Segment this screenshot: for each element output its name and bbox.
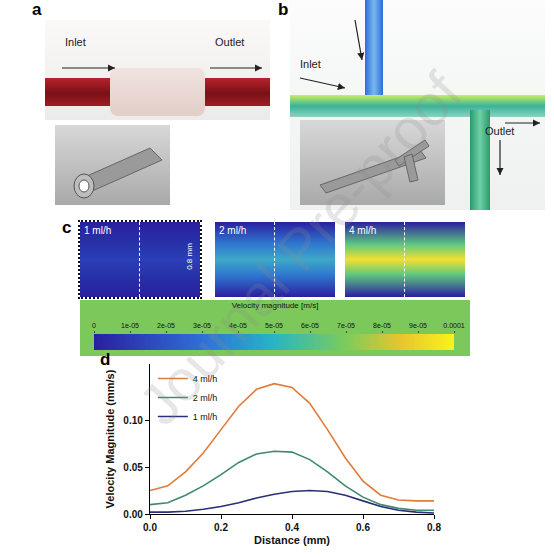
svg-text:1e-05: 1e-05 — [121, 322, 139, 329]
svg-text:2 ml/h: 2 ml/h — [193, 393, 218, 403]
svg-text:0.10: 0.10 — [123, 415, 143, 426]
svg-text:0.8: 0.8 — [427, 522, 441, 533]
svg-text:2e-05: 2e-05 — [157, 322, 175, 329]
svg-text:7e-05: 7e-05 — [337, 322, 355, 329]
svg-text:8e-05: 8e-05 — [373, 322, 391, 329]
svg-text:6e-05: 6e-05 — [301, 322, 319, 329]
svg-text:5e-05: 5e-05 — [265, 322, 283, 329]
svg-text:4 ml/h: 4 ml/h — [193, 374, 218, 384]
svg-text:Velocity magnitude [m/s]: Velocity magnitude [m/s] — [232, 301, 319, 310]
svg-text:0.4: 0.4 — [285, 522, 299, 533]
svg-text:0.2: 0.2 — [214, 522, 228, 533]
svg-text:0: 0 — [92, 322, 96, 329]
svg-text:1 ml/h: 1 ml/h — [193, 412, 218, 422]
svg-text:0.0: 0.0 — [143, 522, 157, 533]
svg-text:0.05: 0.05 — [123, 462, 143, 473]
svg-text:3e-05: 3e-05 — [193, 322, 211, 329]
svg-text:Distance (mm): Distance (mm) — [254, 534, 330, 546]
svg-text:0.00: 0.00 — [123, 509, 143, 520]
svg-text:4e-05: 4e-05 — [229, 322, 247, 329]
svg-text:0.6: 0.6 — [356, 522, 370, 533]
svg-text:0.0001: 0.0001 — [443, 322, 465, 329]
svg-text:9e-05: 9e-05 — [409, 322, 427, 329]
svg-text:Velocity Magnitude (mm/s): Velocity Magnitude (mm/s) — [104, 369, 116, 508]
